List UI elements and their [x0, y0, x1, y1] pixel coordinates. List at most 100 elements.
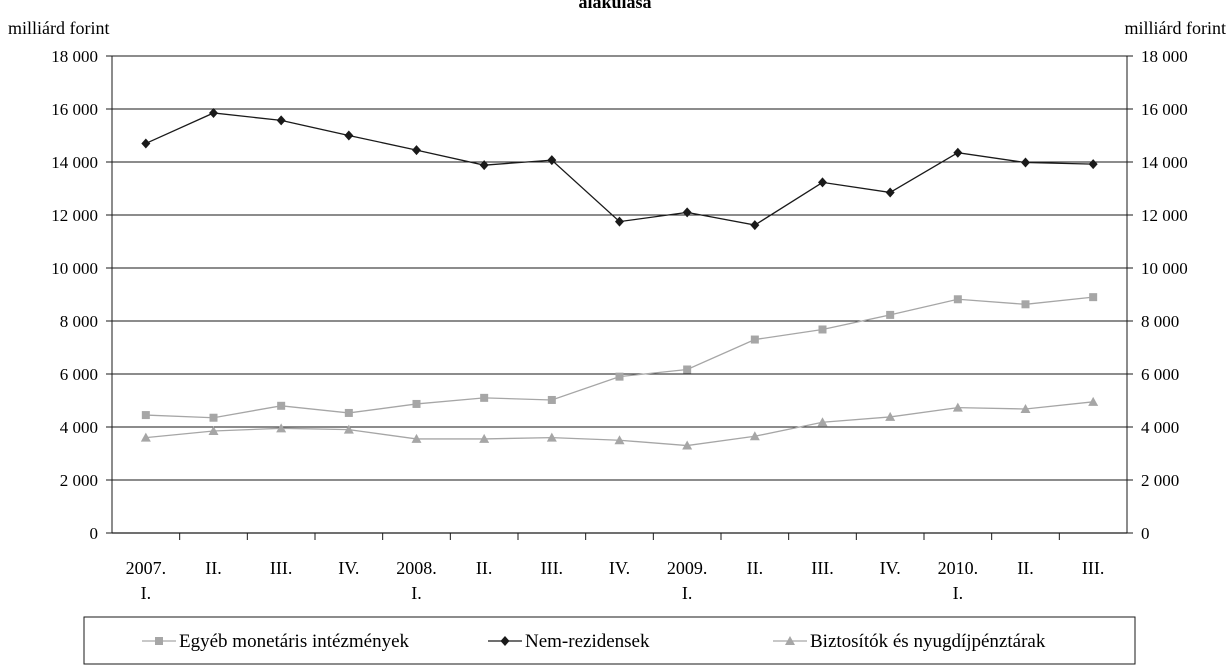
data-point-square	[1021, 300, 1030, 309]
data-point-diamond	[885, 187, 895, 198]
data-point-diamond	[750, 220, 760, 231]
x-tick-label: IV.	[880, 558, 901, 578]
data-point-square	[615, 372, 624, 381]
x-tick-label-line: IV.	[609, 558, 630, 578]
data-point-triangle	[276, 423, 287, 433]
data-point-square	[141, 411, 150, 420]
data-point-square	[818, 325, 827, 334]
x-tick-label-line: III.	[1082, 558, 1104, 578]
x-tick-label-line: 2007.	[126, 558, 167, 578]
chart-title: alakulása	[578, 0, 651, 12]
x-tick-label-line: IV.	[338, 558, 359, 578]
data-point-square	[155, 637, 163, 645]
gridlines	[112, 55, 1127, 481]
data-point-diamond	[344, 130, 354, 141]
data-point-square	[277, 401, 286, 410]
y-tick-label-left: 12 000	[51, 206, 98, 225]
x-tick-label-line: III.	[811, 558, 833, 578]
data-point-triangle	[208, 425, 219, 435]
x-tick-label: IV.	[609, 558, 630, 578]
data-point-diamond	[412, 145, 421, 156]
x-tick-label-line: II.	[747, 558, 764, 578]
data-point-diamond	[500, 636, 510, 646]
series-line	[145, 112, 1094, 226]
data-point-triangle	[682, 440, 693, 450]
legend-label: Egyéb monetáris intézmények	[179, 631, 410, 652]
x-tick-label: III.	[811, 558, 833, 578]
y-tick-label-left: 14 000	[51, 153, 98, 172]
x-tick-label-line: I.	[141, 583, 152, 603]
x-tick-label-line: II.	[205, 558, 222, 578]
data-point-triangle	[546, 432, 557, 442]
x-tick-label-line: III.	[270, 558, 292, 578]
x-tick-label: II.	[476, 558, 493, 578]
x-tick-label-line: I.	[953, 583, 964, 603]
legend-item: Nem-rezidensek	[488, 631, 650, 652]
data-point-diamond	[547, 155, 557, 166]
y-tick-label-right: 16 000	[1141, 100, 1188, 119]
x-tick-label-line: II.	[476, 558, 493, 578]
series-diamond	[141, 107, 1098, 231]
x-tick-label: 2010. I.	[938, 558, 979, 603]
legend-label: Nem-rezidensek	[525, 631, 650, 652]
x-tick-label-line: 2009.	[667, 558, 708, 578]
data-point-triangle	[411, 433, 422, 443]
y-tick-label-right: 10 000	[1141, 259, 1188, 278]
legend-label: Biztosítók és nyugdíjpénztárak	[810, 631, 1046, 652]
x-tick-label: III.	[270, 558, 292, 578]
data-point-triangle	[1088, 396, 1099, 406]
x-tick-label-line: I.	[682, 583, 693, 603]
data-point-diamond	[141, 138, 151, 149]
data-point-triangle	[614, 435, 625, 445]
y-tick-label-right: 4 000	[1141, 418, 1179, 437]
y-tick-label-right: 14 000	[1141, 153, 1188, 172]
y-tick-label-left: 6 000	[60, 365, 98, 384]
x-tick-label: 2009. I.	[667, 558, 708, 603]
data-point-diamond	[1021, 157, 1030, 168]
data-point-triangle	[952, 402, 963, 412]
series-square	[141, 293, 1098, 422]
x-tick-label-line: III.	[541, 558, 563, 578]
x-tick-label-line: I.	[411, 583, 422, 603]
legend: Egyéb monetáris intézmények Nem-rezidense…	[83, 616, 1136, 665]
y-axis-left-title: milliárd forint	[8, 18, 109, 38]
y-axis-right-title: milliárd forint	[1125, 18, 1226, 38]
x-tick-label: 2007. I.	[126, 558, 167, 603]
data-point-square	[683, 365, 692, 374]
y-tick-label-right: 0	[1141, 524, 1150, 543]
data-point-diamond	[818, 177, 827, 188]
series-lines	[140, 107, 1099, 450]
data-point-diamond	[682, 207, 692, 218]
data-point-square	[1089, 293, 1098, 302]
y-tick-label-left: 10 000	[51, 259, 98, 278]
y-tick-label-left: 8 000	[60, 312, 98, 331]
legend-item: Biztosítók és nyugdíjpénztárak	[773, 631, 1046, 652]
data-point-triangle	[1020, 403, 1031, 413]
data-point-square	[480, 393, 489, 402]
y-tick-label-right: 8 000	[1141, 312, 1179, 331]
x-tick-label: II.	[1017, 558, 1034, 578]
data-point-square	[750, 335, 759, 344]
axes	[106, 55, 1133, 540]
data-point-square	[886, 310, 895, 319]
data-point-square	[209, 413, 218, 422]
data-point-triangle	[343, 424, 354, 434]
x-tick-label: IV.	[338, 558, 359, 578]
x-tick-label: III.	[1082, 558, 1104, 578]
y-tick-label-right: 18 000	[1141, 47, 1188, 66]
series-line	[145, 296, 1094, 419]
y-tick-label-right: 12 000	[1141, 206, 1188, 225]
legend-item: Egyéb monetáris intézmények	[142, 631, 410, 652]
x-tick-label-line: II.	[1017, 558, 1034, 578]
x-tick-label-line: 2010.	[938, 558, 979, 578]
y-tick-label-right: 2 000	[1141, 471, 1179, 490]
data-point-diamond	[1088, 159, 1098, 170]
x-tick-label-line: 2008.	[396, 558, 437, 578]
data-point-triangle	[885, 411, 896, 421]
series-triangle	[140, 396, 1099, 450]
data-point-square	[547, 395, 556, 404]
data-point-triangle	[785, 636, 795, 645]
data-point-triangle	[140, 432, 151, 442]
x-tick-label: II.	[747, 558, 764, 578]
